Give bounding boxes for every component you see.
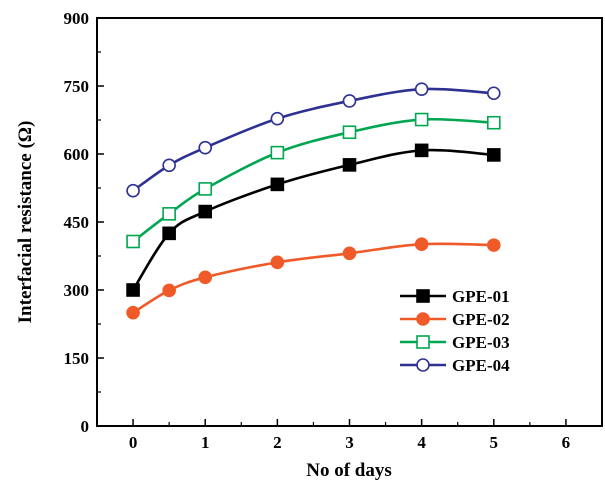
data-point-gpe-01 [270,177,285,192]
data-point-gpe-03 [486,115,501,130]
y-tick-label: 0 [81,417,90,436]
data-point-gpe-01 [162,226,176,241]
data-point-gpe-01 [414,143,429,158]
data-point-gpe-04 [270,111,285,126]
data-point-gpe-02 [342,246,357,261]
data-point-gpe-01 [126,283,140,297]
series-gpe-03 [126,112,501,249]
legend-item-gpe-01: GPE-01 [400,287,510,306]
series-line-gpe-03 [132,117,494,243]
data-point-gpe-03 [342,125,357,140]
legend-item-gpe-04: GPE-04 [400,356,510,375]
data-point-gpe-04 [126,183,140,198]
x-axis-title: No of days [306,460,392,481]
data-point-gpe-03 [414,112,429,127]
data-point-gpe-04 [162,158,176,173]
legend-marker [416,358,430,372]
data-point-gpe-02 [414,237,429,252]
series-layer [126,82,501,320]
x-tick-label: 2 [273,433,282,452]
data-point-gpe-04 [342,94,357,108]
legend-item-gpe-03: GPE-03 [400,333,510,352]
data-point-gpe-04 [198,140,213,155]
y-tick-label: 900 [64,9,90,28]
data-point-gpe-02 [270,255,285,270]
data-point-gpe-01 [198,204,213,219]
data-point-gpe-03 [126,234,140,249]
data-point-gpe-02 [126,305,140,320]
series-gpe-01 [126,143,501,297]
data-point-gpe-02 [198,270,213,285]
axis-ticks: 0 1 2 3 4 5 6 0 150 300 450 600 750 900 [64,9,571,452]
data-point-gpe-01 [342,158,357,172]
y-axis-title: Interfacial resistance (Ω) [15,121,36,324]
x-tick-label: 3 [345,433,354,452]
data-point-gpe-02 [162,283,176,298]
series-gpe-02 [126,237,501,320]
plot-frame [96,17,603,427]
data-point-gpe-04 [414,82,429,96]
series-line-gpe-01 [131,148,494,291]
data-point-gpe-04 [486,86,501,101]
legend: GPE-01 GPE-02 GPE-03 GPE-04 [400,287,510,375]
legend-label: GPE-03 [452,333,510,352]
y-tick-label: 450 [64,213,90,232]
data-point-gpe-03 [198,182,213,196]
legend-marker [416,335,430,349]
legend-label: GPE-04 [452,356,510,375]
x-tick-label: 1 [201,433,210,452]
legend-marker [416,312,430,326]
legend-label: GPE-01 [452,287,510,306]
series-gpe-04 [126,82,501,198]
x-tick-label: 6 [562,433,571,452]
legend-marker [416,289,430,303]
data-point-gpe-02 [486,238,501,252]
data-point-gpe-03 [162,207,176,221]
legend-item-gpe-02: GPE-02 [400,310,510,329]
data-point-gpe-03 [270,145,285,160]
data-point-gpe-01 [486,148,501,162]
x-tick-label: 0 [129,433,138,452]
legend-label: GPE-02 [452,310,510,329]
y-tick-label: 750 [64,77,90,96]
series-line-gpe-02 [132,242,494,314]
y-tick-label: 150 [64,349,90,368]
y-tick-label: 300 [64,281,90,300]
x-tick-label: 4 [417,433,426,452]
x-tick-label: 5 [490,433,499,452]
y-tick-label: 600 [64,145,90,164]
